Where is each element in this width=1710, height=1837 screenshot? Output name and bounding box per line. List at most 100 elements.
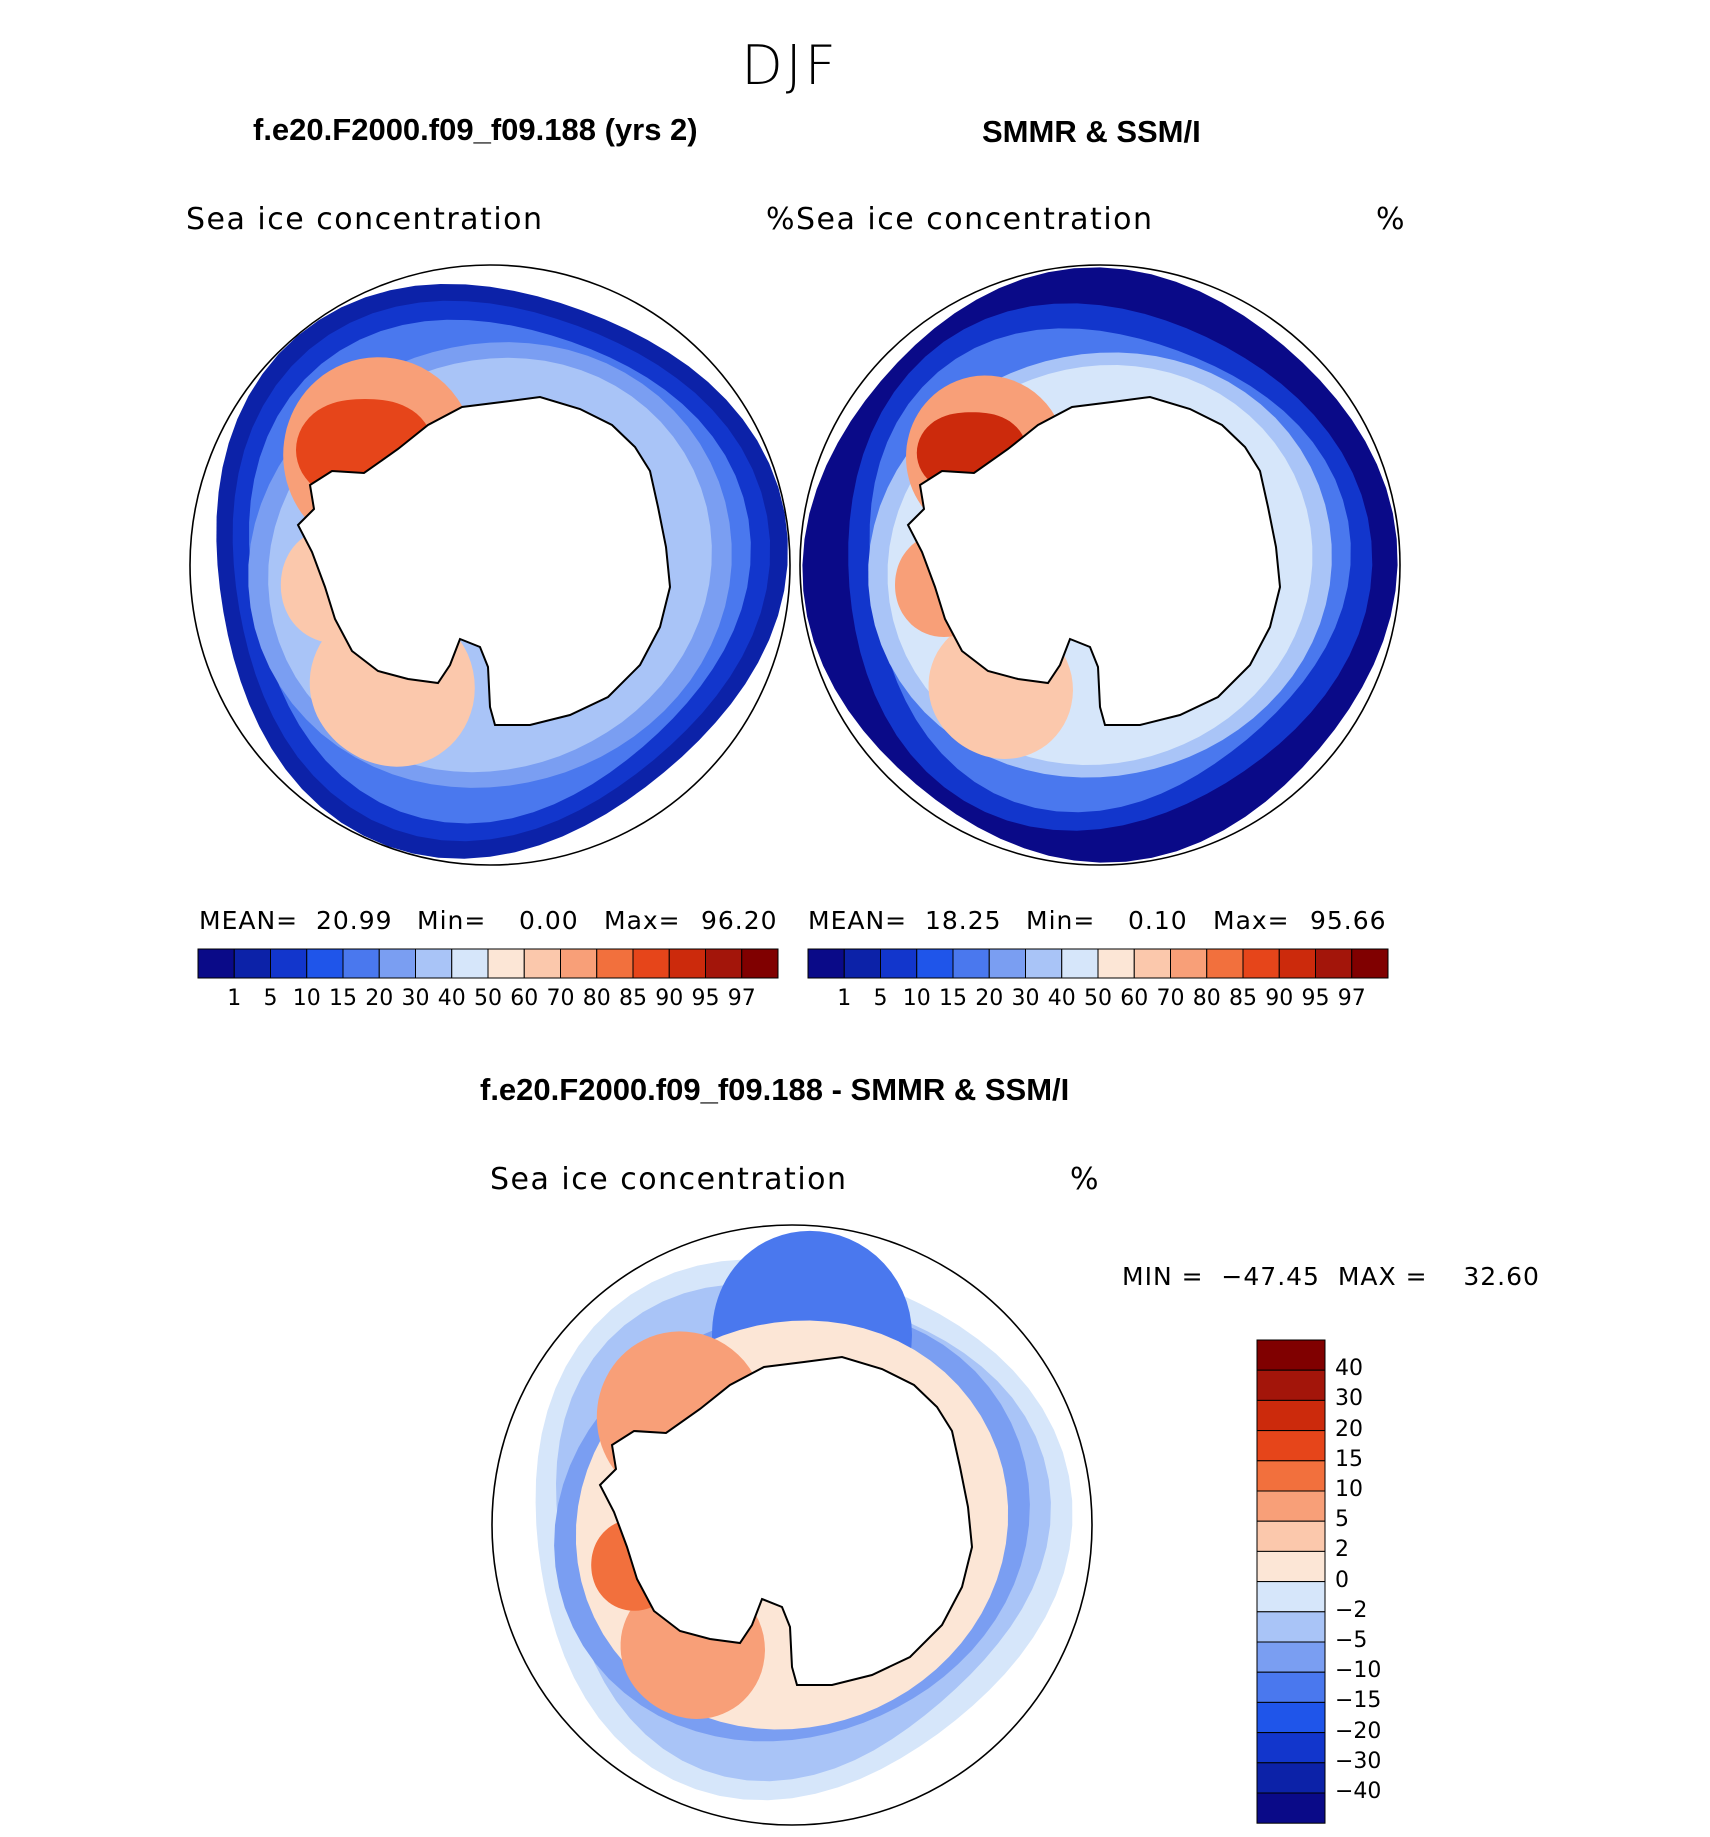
colorbar-1-tick-label: 50 <box>474 986 502 1011</box>
map-3-antarctica-coastline <box>598 1355 974 1686</box>
colorbar-3-tick-label: −10 <box>1335 1658 1382 1684</box>
colorbar-2-swatch <box>843 948 881 979</box>
colorbar-3-tick-label: 30 <box>1335 1386 1363 1412</box>
colorbar-2-swatch <box>1242 948 1280 979</box>
colorbar-1-swatch <box>451 948 489 979</box>
colorbar-3-tick-label: 20 <box>1335 1416 1363 1442</box>
colorbar-2 <box>807 948 1389 979</box>
colorbar-2-swatch <box>1206 948 1244 979</box>
colorbar-2-swatch <box>1097 948 1135 979</box>
colorbar-2-swatch <box>1133 948 1171 979</box>
colorbar-1-tick-label: 15 <box>329 986 357 1011</box>
colorbar-3-swatch <box>1256 1701 1326 1734</box>
colorbar-2-tick-label: 97 <box>1337 986 1366 1011</box>
panel-2-mean-label: MEAN= <box>808 906 908 935</box>
colorbar-3-tick-label: 40 <box>1335 1356 1363 1382</box>
colorbar-3-swatch <box>1256 1399 1326 1432</box>
colorbar-3 <box>1256 1339 1326 1824</box>
colorbar-1-swatch <box>378 948 416 979</box>
panel-3-units: % <box>1070 1162 1101 1197</box>
colorbar-2-tick-label: 20 <box>975 986 1004 1011</box>
colorbar-3-tick-label: −5 <box>1335 1628 1368 1653</box>
colorbar-2-swatch <box>1278 948 1316 979</box>
colorbar-3-tick-label: 0 <box>1335 1567 1349 1593</box>
panel-2-min-value: 0.10 <box>1128 906 1188 935</box>
map-panel-1 <box>189 264 791 866</box>
panel-3-variable-label: Sea ice concentration <box>490 1162 848 1197</box>
colorbar-3-swatch <box>1256 1520 1326 1552</box>
colorbar-2-tick-label: 15 <box>939 986 967 1011</box>
colorbar-2-swatch <box>1025 948 1063 979</box>
colorbar-1-swatch <box>342 948 380 979</box>
map-3-boundary <box>491 1224 1093 1826</box>
colorbar-2-tick-label: 95 <box>1301 986 1330 1011</box>
colorbar-2-tick-label: 50 <box>1084 986 1112 1011</box>
colorbar-3-swatch <box>1256 1671 1326 1703</box>
colorbar-3-swatch <box>1256 1430 1326 1462</box>
map-2-antarctica-coastline <box>906 395 1282 726</box>
colorbar-2-swatch <box>952 948 990 979</box>
colorbar-3-tick-label: 2 <box>1335 1537 1349 1563</box>
panel-2-max-label: Max= <box>1213 906 1290 935</box>
colorbar-1-swatch <box>632 948 670 979</box>
colorbar-3-swatch <box>1256 1490 1326 1522</box>
colorbar-1-swatch <box>487 948 525 979</box>
panel-1-mean-value: 20.99 <box>316 906 393 935</box>
colorbar-3-swatch <box>1256 1369 1326 1401</box>
panel-3-min-max: MIN = −47.45 MAX = 32.60 <box>1122 1262 1540 1291</box>
colorbar-3-tick-label: 5 <box>1335 1507 1349 1533</box>
panel-1-units: % <box>766 202 797 237</box>
colorbar-1-swatch <box>596 948 634 979</box>
panel-2-mean-value: 18.25 <box>925 906 1002 935</box>
colorbar-3-swatch <box>1256 1611 1326 1643</box>
panel-1-min-value: 0.00 <box>519 906 579 935</box>
colorbar-2-swatch <box>916 948 954 979</box>
colorbar-1-tick-label: 5 <box>263 986 278 1011</box>
colorbar-1-tick-label: 95 <box>691 986 720 1011</box>
colorbar-2-tick-label: 5 <box>873 986 888 1011</box>
colorbar-2-swatch <box>988 948 1026 979</box>
panel-1-max-label: Max= <box>604 906 681 935</box>
map-2-boundary <box>799 264 1401 866</box>
panel-3-title: f.e20.F2000.f09_f09.188 - SMMR & SSM/I <box>480 1072 1070 1107</box>
colorbar-1-swatch <box>233 948 271 979</box>
panel-2-variable-label: Sea ice concentration <box>796 202 1154 237</box>
colorbar-1-tick-label: 97 <box>727 986 756 1011</box>
colorbar-2-swatch <box>1061 948 1099 979</box>
colorbar-1-tick-label: 1 <box>227 986 242 1011</box>
colorbar-2-tick-label: 80 <box>1192 986 1221 1011</box>
colorbar-3-swatch <box>1256 1550 1326 1583</box>
map-1-boundary <box>189 264 791 866</box>
colorbar-2-tick-label: 70 <box>1156 986 1185 1011</box>
colorbar-3-tick-label: −30 <box>1335 1748 1382 1774</box>
colorbar-2-tick-label: 90 <box>1265 986 1294 1011</box>
panel-1-title: f.e20.F2000.f09_f09.188 (yrs 2) <box>253 112 698 147</box>
colorbar-1-tick-label: 40 <box>437 986 466 1011</box>
colorbar-2-swatch <box>1351 948 1389 979</box>
colorbar-1-tick-label: 90 <box>655 986 684 1011</box>
colorbar-2-tick-label: 40 <box>1047 986 1076 1011</box>
colorbar-1-swatch <box>741 948 779 979</box>
colorbar-3-swatch <box>1256 1339 1326 1371</box>
panel-2-min-label: Min= <box>1026 906 1096 935</box>
colorbar-3-swatch <box>1256 1581 1326 1613</box>
panel-1-min-label: Min= <box>417 906 487 935</box>
map-panel-2 <box>799 264 1401 866</box>
colorbar-1-tick-label: 80 <box>582 986 611 1011</box>
colorbar-1 <box>197 948 779 979</box>
colorbar-1-tick-label: 70 <box>546 986 575 1011</box>
colorbar-2-tick-label: 30 <box>1011 986 1040 1011</box>
colorbar-3-tick-label: 15 <box>1335 1446 1363 1472</box>
colorbar-1-tick-label: 10 <box>292 986 321 1011</box>
colorbar-1-swatch <box>705 948 743 979</box>
colorbar-1-tick-label: 85 <box>619 986 647 1011</box>
colorbar-1-swatch <box>306 948 344 979</box>
colorbar-2-tick-label: 10 <box>902 986 931 1011</box>
colorbar-3-tick-label: −2 <box>1335 1597 1368 1623</box>
colorbar-3-tick-label: −20 <box>1335 1718 1382 1744</box>
colorbar-1-swatch <box>668 948 706 979</box>
colorbar-2-tick-label: 85 <box>1229 986 1257 1011</box>
colorbar-2-swatch <box>880 948 918 979</box>
panel-1-max-value: 96.20 <box>701 906 778 935</box>
colorbar-3-swatch <box>1256 1641 1326 1673</box>
